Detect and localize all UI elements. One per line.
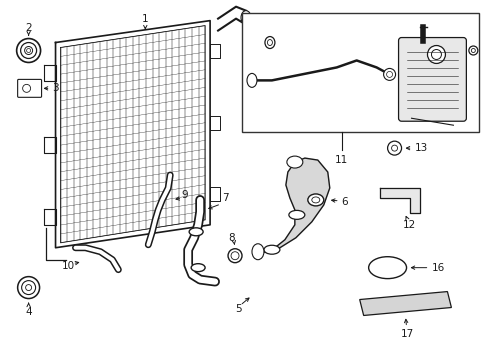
Ellipse shape (289, 210, 305, 219)
Text: 3: 3 (52, 84, 59, 93)
Ellipse shape (368, 257, 407, 279)
Text: 8: 8 (229, 233, 235, 243)
Text: 13: 13 (415, 143, 428, 153)
Ellipse shape (287, 156, 303, 168)
Ellipse shape (191, 264, 205, 272)
Text: 14: 14 (457, 19, 470, 30)
Text: 4: 4 (25, 307, 32, 318)
Polygon shape (360, 292, 451, 315)
Text: 12: 12 (403, 220, 416, 230)
Ellipse shape (264, 245, 280, 254)
Ellipse shape (432, 50, 441, 59)
Ellipse shape (241, 11, 251, 24)
Ellipse shape (265, 37, 275, 49)
Text: 7: 7 (222, 193, 228, 203)
Ellipse shape (228, 249, 242, 263)
Polygon shape (380, 188, 419, 213)
Circle shape (24, 46, 33, 54)
Text: 16: 16 (432, 263, 445, 273)
Text: 9: 9 (182, 190, 189, 200)
Circle shape (384, 68, 395, 80)
Text: 15: 15 (331, 23, 344, 33)
Text: 11: 11 (335, 155, 348, 165)
Ellipse shape (308, 194, 324, 206)
Ellipse shape (268, 40, 272, 45)
Ellipse shape (189, 228, 203, 236)
Ellipse shape (427, 45, 445, 63)
Ellipse shape (312, 197, 320, 203)
Circle shape (392, 145, 397, 151)
Circle shape (22, 280, 36, 294)
Bar (242, 13, 479, 132)
Text: 2: 2 (25, 23, 32, 33)
Ellipse shape (231, 252, 239, 260)
Circle shape (17, 39, 41, 62)
Ellipse shape (469, 46, 478, 55)
Circle shape (388, 141, 401, 155)
Text: 5: 5 (235, 305, 242, 315)
Ellipse shape (247, 73, 257, 87)
Circle shape (18, 276, 40, 298)
Circle shape (21, 42, 37, 58)
Text: 10: 10 (62, 261, 75, 271)
Ellipse shape (471, 49, 475, 53)
Circle shape (387, 71, 392, 77)
Circle shape (26, 49, 30, 53)
FancyBboxPatch shape (18, 80, 42, 97)
Circle shape (25, 285, 32, 291)
Text: 1: 1 (142, 14, 148, 24)
Ellipse shape (252, 244, 264, 260)
FancyBboxPatch shape (398, 37, 466, 121)
Text: 17: 17 (401, 329, 414, 339)
Polygon shape (258, 158, 330, 252)
Circle shape (23, 84, 30, 92)
Text: 6: 6 (342, 197, 348, 207)
